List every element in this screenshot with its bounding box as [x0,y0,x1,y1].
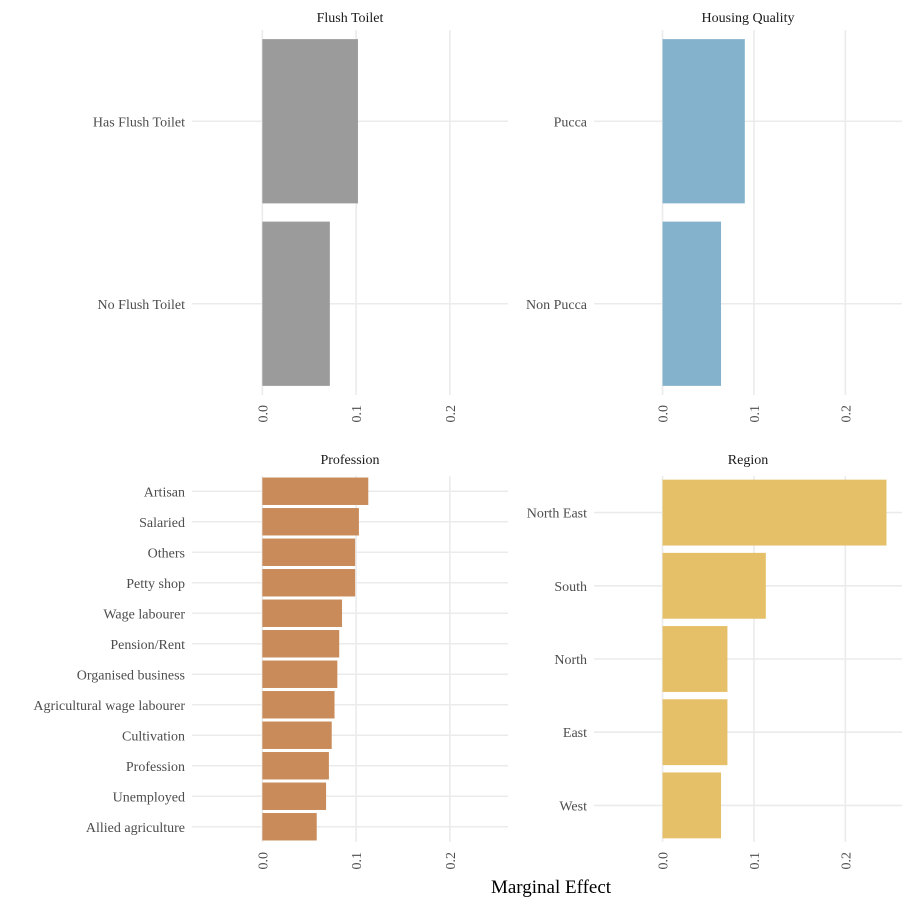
category-label-profession-0: Artisan [144,485,185,500]
category-label-flush-toilet-1: No Flush Toilet [98,298,186,313]
tick-label-profession-1: 0.1 [350,852,365,870]
tick-label-region-1: 0.1 [748,852,763,870]
category-label-profession-5: Pension/Rent [110,638,185,653]
tick-label-profession-0: 0.0 [256,852,271,870]
bar-profession-8 [262,721,332,749]
bar-flush-toilet-0 [262,39,358,204]
bar-profession-10 [262,782,327,810]
category-label-profession-2: Others [148,546,185,561]
category-label-region-0: North East [527,507,587,522]
bar-region-1 [662,552,766,619]
category-label-flush-toilet-0: Has Flush Toilet [93,115,185,130]
panel-title-profession: Profession [320,453,379,468]
category-label-profession-10: Unemployed [113,790,185,805]
bar-housing-quality-1 [662,221,722,386]
tick-label-flush-toilet-2: 0.2 [444,405,459,423]
bar-profession-0 [262,477,369,505]
category-label-profession-7: Agricultural wage labourer [33,699,185,714]
panel-title-region: Region [728,453,768,468]
bar-region-2 [662,626,728,692]
bar-flush-toilet-1 [262,221,330,386]
category-label-profession-6: Organised business [77,668,185,683]
category-label-profession-8: Cultivation [122,729,185,744]
bar-housing-quality-0 [662,39,745,204]
category-label-profession-4: Wage labourer [103,607,185,622]
tick-label-housing-quality-2: 0.2 [839,405,854,423]
category-label-profession-3: Petty shop [126,577,185,592]
bar-profession-11 [262,813,317,841]
category-label-profession-1: Salaried [139,516,185,531]
bar-profession-6 [262,660,338,688]
tick-label-flush-toilet-1: 0.1 [350,405,365,423]
category-label-profession-9: Profession [126,760,185,775]
bar-region-0 [662,479,887,546]
bar-region-3 [662,699,728,766]
category-label-region-2: North [554,653,587,668]
category-label-profession-11: Allied agriculture [86,821,185,836]
panel-title-housing-quality: Housing Quality [702,11,795,26]
panel-title-flush-toilet: Flush Toilet [317,11,384,26]
bar-profession-7 [262,691,335,719]
bar-profession-4 [262,599,343,627]
tick-label-region-2: 0.2 [839,852,854,870]
bar-region-4 [662,772,722,839]
bar-profession-9 [262,752,329,780]
bar-profession-5 [262,630,340,658]
category-label-region-4: West [559,799,587,814]
bar-profession-1 [262,508,359,536]
tick-label-profession-2: 0.2 [444,852,459,870]
tick-label-flush-toilet-0: 0.0 [256,405,271,423]
category-label-region-1: South [554,580,587,595]
bar-profession-2 [262,538,356,566]
category-label-region-3: East [563,726,587,741]
x-axis-title: Marginal Effect [491,877,612,898]
bar-profession-3 [262,569,356,597]
category-label-housing-quality-1: Non Pucca [526,298,588,313]
tick-label-housing-quality-1: 0.1 [748,405,763,423]
category-label-housing-quality-0: Pucca [554,115,588,130]
tick-label-region-0: 0.0 [657,852,672,870]
tick-label-housing-quality-0: 0.0 [657,405,672,423]
